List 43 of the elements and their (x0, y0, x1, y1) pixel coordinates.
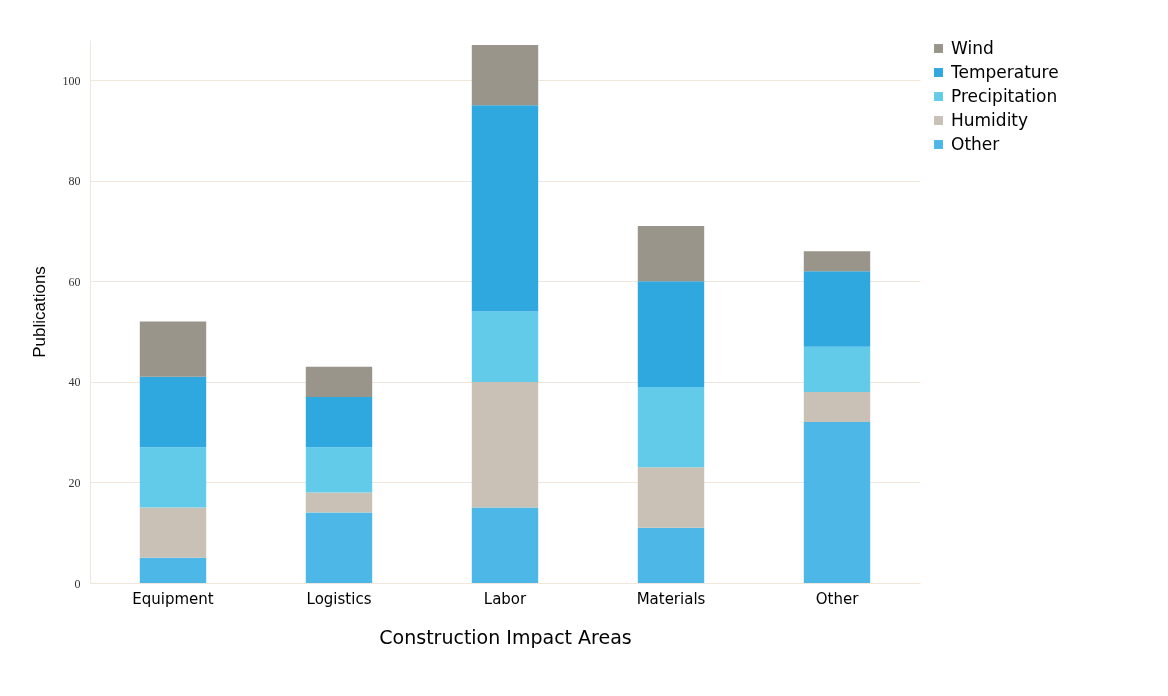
bar (803, 251, 871, 272)
y-tick-label: 0 (74, 576, 81, 591)
bar (471, 311, 539, 382)
bar (637, 467, 705, 528)
x-axis-title: Construction Impact Areas (379, 625, 632, 648)
x-tick-label: Labor (483, 589, 528, 608)
y-tick-label: 40 (68, 375, 81, 390)
y-tick-label: 100 (62, 73, 81, 88)
x-tick-label: Logistics (306, 589, 372, 608)
bar (139, 447, 207, 508)
bar (637, 386, 705, 468)
bar (471, 45, 539, 106)
bar (471, 105, 539, 312)
bar (305, 447, 373, 493)
bar (305, 512, 373, 583)
y-axis-title: Publications (29, 266, 49, 358)
bar (637, 226, 705, 282)
y-tick-label: 60 (68, 274, 81, 289)
legend-label: Other (951, 133, 1000, 154)
bar (139, 321, 207, 377)
bar (139, 376, 207, 448)
bar (803, 271, 871, 347)
legend-label: Precipitation (951, 85, 1058, 106)
bar (637, 281, 705, 387)
x-tick-label: Materials (636, 589, 706, 608)
bar (803, 391, 871, 423)
y-tick-label: 20 (68, 475, 81, 490)
bar (471, 381, 539, 508)
legend-label: Temperature (950, 61, 1059, 82)
x-tick-label: Equipment (132, 589, 214, 608)
bar (305, 366, 373, 397)
bar (139, 557, 207, 583)
legend-label: Wind (951, 37, 994, 58)
x-tick-label: Other (815, 589, 860, 608)
legend-label: Humidity (951, 109, 1029, 130)
bar (305, 492, 373, 513)
y-tick-label: 80 (68, 174, 81, 189)
bar (471, 507, 539, 583)
bar (305, 396, 373, 448)
bar (139, 507, 207, 558)
bar (637, 527, 705, 583)
bar (803, 422, 871, 583)
bar (803, 346, 871, 392)
